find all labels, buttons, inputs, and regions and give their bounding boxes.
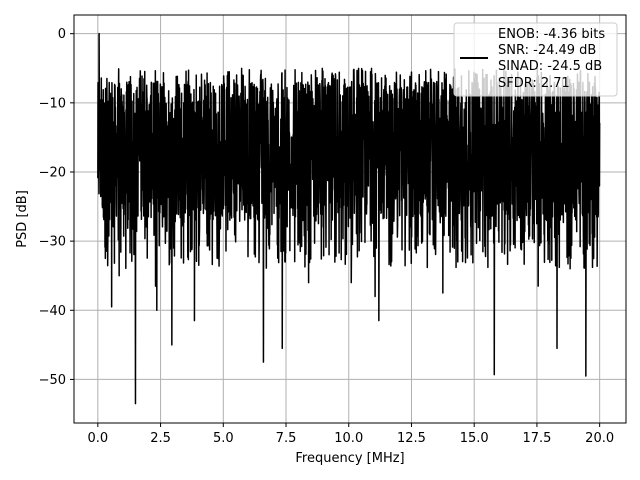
legend-enob: ENOB: -4.36 bits xyxy=(498,27,605,42)
y-tick-label: −50 xyxy=(39,373,66,388)
ticks: 0.0 2.5 5.0 7.5 10.0 12.5 15.0 17.5 20.0 0 −10 −20 −… xyxy=(39,27,615,446)
legend-sinad: SINAD: -24.5 dB xyxy=(498,59,602,74)
legend-sfdr: SFDR: 2.71 xyxy=(498,76,570,91)
psd-series-line xyxy=(97,32,601,405)
x-tick-label: 15.0 xyxy=(460,431,489,446)
legend-box xyxy=(453,22,618,97)
legend-snr: SNR: -24.49 dB xyxy=(498,43,596,58)
x-tick-label: 7.5 xyxy=(276,431,297,446)
y-tick-label: 0 xyxy=(58,27,66,42)
x-tick-label: 5.0 xyxy=(213,431,234,446)
x-tick-label: 10.0 xyxy=(334,431,363,446)
x-tick-label: 12.5 xyxy=(397,431,426,446)
y-tick-label: −10 xyxy=(39,96,66,111)
x-tick-label: 20.0 xyxy=(585,431,614,446)
legend: ENOB: -4.36 bits SNR: -24.49 dB SINAD: -… xyxy=(453,22,618,97)
plot-frame xyxy=(73,14,627,424)
y-tick-label: −20 xyxy=(39,165,66,180)
y-tick-label: −30 xyxy=(39,235,66,250)
y-axis-label: PSD [dB] xyxy=(15,190,30,248)
x-tick-label: 0.0 xyxy=(87,431,108,446)
x-tick-label: 2.5 xyxy=(150,431,171,446)
y-tick-label: −40 xyxy=(39,304,66,319)
x-axis-label: Frequency [MHz] xyxy=(295,451,404,466)
series-layer xyxy=(97,32,601,405)
x-tick-label: 17.5 xyxy=(522,431,551,446)
